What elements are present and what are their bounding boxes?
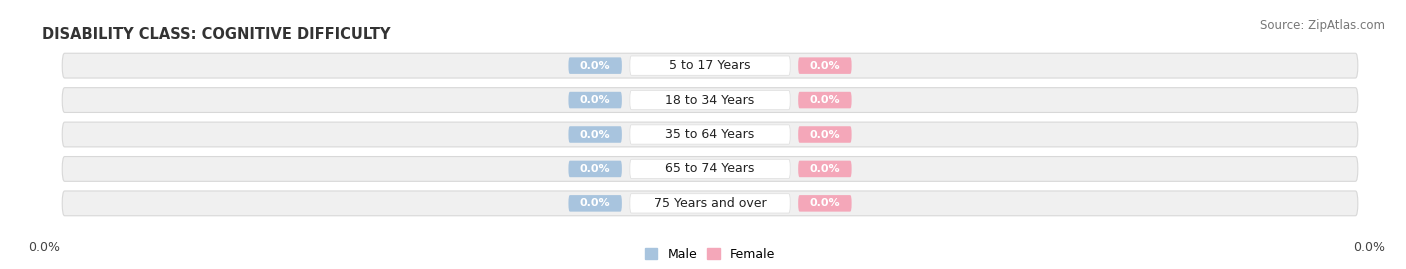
Text: 0.0%: 0.0% xyxy=(579,95,610,105)
FancyBboxPatch shape xyxy=(568,92,621,108)
Text: 0.0%: 0.0% xyxy=(579,129,610,140)
Text: 0.0%: 0.0% xyxy=(1353,241,1385,254)
FancyBboxPatch shape xyxy=(630,90,790,110)
Text: 0.0%: 0.0% xyxy=(810,61,841,71)
Text: 5 to 17 Years: 5 to 17 Years xyxy=(669,59,751,72)
Text: 0.0%: 0.0% xyxy=(579,61,610,71)
FancyBboxPatch shape xyxy=(630,159,790,179)
Text: 0.0%: 0.0% xyxy=(810,95,841,105)
Text: 0.0%: 0.0% xyxy=(579,198,610,208)
FancyBboxPatch shape xyxy=(62,88,1358,112)
FancyBboxPatch shape xyxy=(799,126,852,143)
FancyBboxPatch shape xyxy=(630,194,790,213)
Text: 18 to 34 Years: 18 to 34 Years xyxy=(665,94,755,107)
Text: 65 to 74 Years: 65 to 74 Years xyxy=(665,162,755,175)
Text: Source: ZipAtlas.com: Source: ZipAtlas.com xyxy=(1260,19,1385,32)
FancyBboxPatch shape xyxy=(630,125,790,144)
FancyBboxPatch shape xyxy=(62,191,1358,216)
FancyBboxPatch shape xyxy=(62,157,1358,181)
Text: DISABILITY CLASS: COGNITIVE DIFFICULTY: DISABILITY CLASS: COGNITIVE DIFFICULTY xyxy=(42,27,391,42)
FancyBboxPatch shape xyxy=(630,56,790,75)
FancyBboxPatch shape xyxy=(799,195,852,212)
FancyBboxPatch shape xyxy=(799,57,852,74)
Text: 0.0%: 0.0% xyxy=(579,164,610,174)
Text: 0.0%: 0.0% xyxy=(810,129,841,140)
FancyBboxPatch shape xyxy=(568,161,621,177)
Text: 0.0%: 0.0% xyxy=(810,164,841,174)
FancyBboxPatch shape xyxy=(568,126,621,143)
Legend: Male, Female: Male, Female xyxy=(640,243,780,266)
FancyBboxPatch shape xyxy=(568,57,621,74)
FancyBboxPatch shape xyxy=(799,92,852,108)
Text: 35 to 64 Years: 35 to 64 Years xyxy=(665,128,755,141)
Text: 75 Years and over: 75 Years and over xyxy=(654,197,766,210)
Text: 0.0%: 0.0% xyxy=(810,198,841,208)
FancyBboxPatch shape xyxy=(62,53,1358,78)
FancyBboxPatch shape xyxy=(799,161,852,177)
FancyBboxPatch shape xyxy=(568,195,621,212)
Text: 0.0%: 0.0% xyxy=(28,241,60,254)
FancyBboxPatch shape xyxy=(62,122,1358,147)
